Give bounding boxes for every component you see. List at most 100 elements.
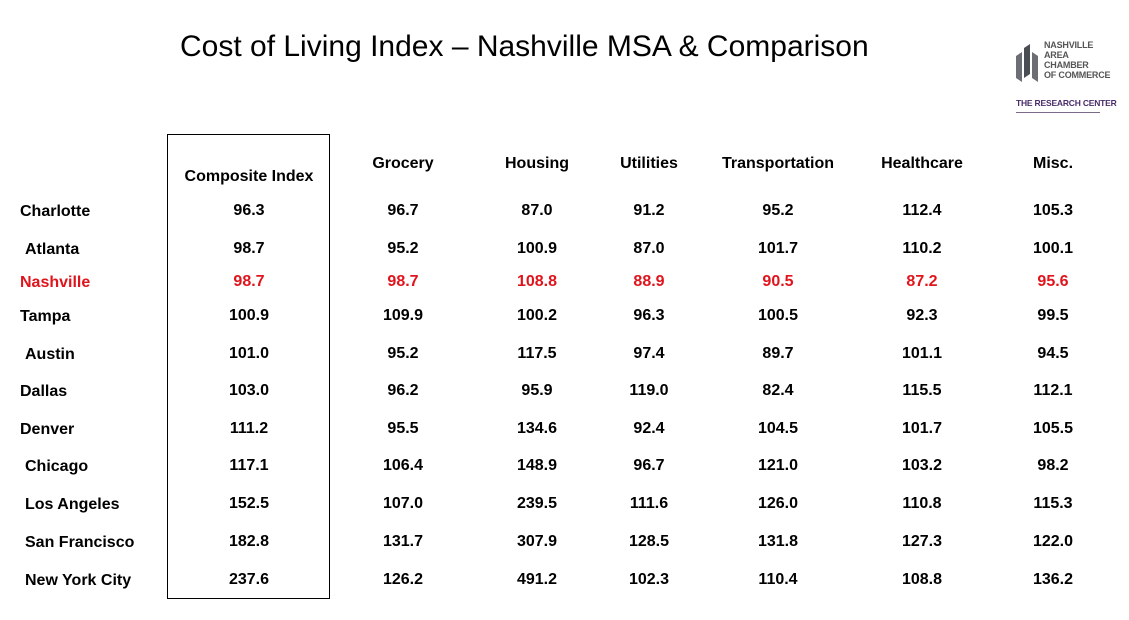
table-cell: 152.5 xyxy=(228,495,270,512)
table-cell: 101.0 xyxy=(228,345,270,362)
city-label: Chicago xyxy=(25,458,89,475)
city-label: San Francisco xyxy=(25,534,135,551)
table-cell: 100.2 xyxy=(516,307,558,324)
table-cell: 126.2 xyxy=(382,571,424,588)
table-cell: 110.4 xyxy=(758,571,798,588)
table-cell: 115.3 xyxy=(1033,495,1073,512)
table-cell: 110.2 xyxy=(902,240,942,257)
table-cell: 107.0 xyxy=(382,495,424,512)
table-cell: 95.2 xyxy=(387,240,419,257)
table-cell: 307.9 xyxy=(516,533,558,550)
table-cell: 100.5 xyxy=(757,307,799,324)
logo-line: CHAMBER xyxy=(1044,60,1089,70)
chamber-logo: NASHVILLE AREA CHAMBER OF COMMERCE THE R… xyxy=(1014,40,1117,116)
city-label: Nashville xyxy=(20,274,91,291)
table-cell: 98.7 xyxy=(233,240,265,257)
chamber-logo-icon xyxy=(1016,44,1038,82)
table-cell: 117.1 xyxy=(229,457,269,474)
table-cell: 134.6 xyxy=(516,420,558,437)
table-cell: 101.1 xyxy=(901,345,943,362)
table-cell: 237.6 xyxy=(228,571,270,588)
table-cell: 108.8 xyxy=(901,571,943,588)
table-cell: 100.9 xyxy=(228,307,270,324)
table-cell: 119.0 xyxy=(629,382,669,399)
table-cell: 87.0 xyxy=(633,240,665,257)
table-cell: 103.0 xyxy=(228,382,270,399)
table-cell: 101.7 xyxy=(901,420,943,437)
table-cell: 87.0 xyxy=(521,202,553,219)
table-cell: 110.8 xyxy=(902,495,942,512)
city-label: Tampa xyxy=(20,308,71,325)
table-cell: 182.8 xyxy=(228,533,270,550)
city-label: Dallas xyxy=(20,383,68,400)
table-cell: 95.2 xyxy=(762,202,794,219)
column-header: Grocery xyxy=(372,155,434,172)
table-cell: 96.3 xyxy=(233,202,265,219)
composite-index-highlight-box xyxy=(167,134,330,599)
table-cell: 99.5 xyxy=(1037,307,1069,324)
table-cell: 112.1 xyxy=(1033,382,1073,399)
table-cell: 95.5 xyxy=(387,420,419,437)
table-cell: 117.5 xyxy=(517,345,557,362)
logo-line: NASHVILLE xyxy=(1044,40,1094,50)
table-cell: 96.7 xyxy=(387,202,419,219)
column-header: Composite Index xyxy=(184,168,314,185)
column-header: Transportation xyxy=(721,155,835,172)
table-cell: 112.4 xyxy=(902,202,942,219)
table-cell: 121.0 xyxy=(757,457,799,474)
table-cell: 100.1 xyxy=(1032,240,1074,257)
table-cell: 96.3 xyxy=(633,307,665,324)
table-cell: 91.2 xyxy=(633,202,665,219)
table-cell: 131.7 xyxy=(382,533,424,550)
table-cell: 148.9 xyxy=(516,457,558,474)
table-cell: 111.6 xyxy=(629,495,669,512)
city-label: Atlanta xyxy=(25,241,80,258)
table-cell: 92.4 xyxy=(633,420,665,437)
city-label: Charlotte xyxy=(20,203,91,220)
table-cell: 106.4 xyxy=(382,457,424,474)
table-cell: 87.2 xyxy=(906,273,938,290)
table-cell: 95.2 xyxy=(387,345,419,362)
table-cell: 90.5 xyxy=(762,273,794,290)
city-label: Los Angeles xyxy=(25,496,120,513)
table-cell: 98.7 xyxy=(387,273,419,290)
logo-line: AREA xyxy=(1044,50,1069,60)
table-cell: 95.9 xyxy=(521,382,553,399)
table-cell: 82.4 xyxy=(762,382,794,399)
table-cell: 122.0 xyxy=(1032,533,1074,550)
table-cell: 239.5 xyxy=(516,495,558,512)
table-cell: 96.7 xyxy=(633,457,665,474)
table-cell: 109.9 xyxy=(382,307,424,324)
table-cell: 97.4 xyxy=(633,345,665,362)
chamber-logo-name: NASHVILLE AREA CHAMBER OF COMMERCE xyxy=(1044,40,1111,80)
column-header: Healthcare xyxy=(881,155,963,172)
table-cell: 491.2 xyxy=(516,571,558,588)
table-cell: 92.3 xyxy=(906,307,938,324)
table-cell: 108.8 xyxy=(516,273,558,290)
table-cell: 95.6 xyxy=(1037,273,1069,290)
table-cell: 98.7 xyxy=(233,273,265,290)
table-cell: 127.3 xyxy=(901,533,943,550)
table-cell: 126.0 xyxy=(757,495,799,512)
table-cell: 128.5 xyxy=(628,533,670,550)
page-title: Cost of Living Index – Nashville MSA & C… xyxy=(180,30,869,63)
city-label: New York City xyxy=(25,572,132,589)
table-cell: 115.5 xyxy=(902,382,942,399)
column-header: Misc. xyxy=(1032,155,1074,172)
logo-line: OF COMMERCE xyxy=(1044,70,1111,80)
table-cell: 89.7 xyxy=(762,345,794,362)
city-label: Denver xyxy=(20,421,75,438)
table-cell: 102.3 xyxy=(628,571,670,588)
table-cell: 98.2 xyxy=(1037,457,1069,474)
city-label: Austin xyxy=(25,346,75,363)
table-cell: 105.5 xyxy=(1032,420,1074,437)
logo-subtitle: THE RESEARCH CENTER xyxy=(1016,98,1117,108)
table-cell: 103.2 xyxy=(901,457,943,474)
table-cell: 88.9 xyxy=(633,273,665,290)
table-cell: 101.7 xyxy=(757,240,799,257)
table-cell: 96.2 xyxy=(387,382,419,399)
table-cell: 105.3 xyxy=(1032,202,1074,219)
table-cell: 104.5 xyxy=(757,420,799,437)
table-cell: 136.2 xyxy=(1032,571,1074,588)
column-header: Housing xyxy=(505,155,569,172)
